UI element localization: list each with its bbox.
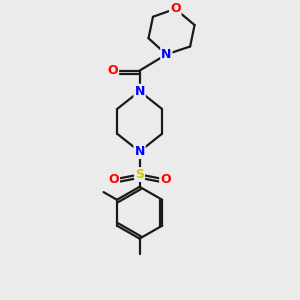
Text: S: S xyxy=(135,168,144,181)
Text: O: O xyxy=(170,2,181,15)
Text: O: O xyxy=(107,64,118,77)
Text: O: O xyxy=(160,173,171,186)
Text: N: N xyxy=(134,145,145,158)
Text: N: N xyxy=(134,85,145,98)
Text: N: N xyxy=(161,48,172,61)
Text: O: O xyxy=(108,173,119,186)
